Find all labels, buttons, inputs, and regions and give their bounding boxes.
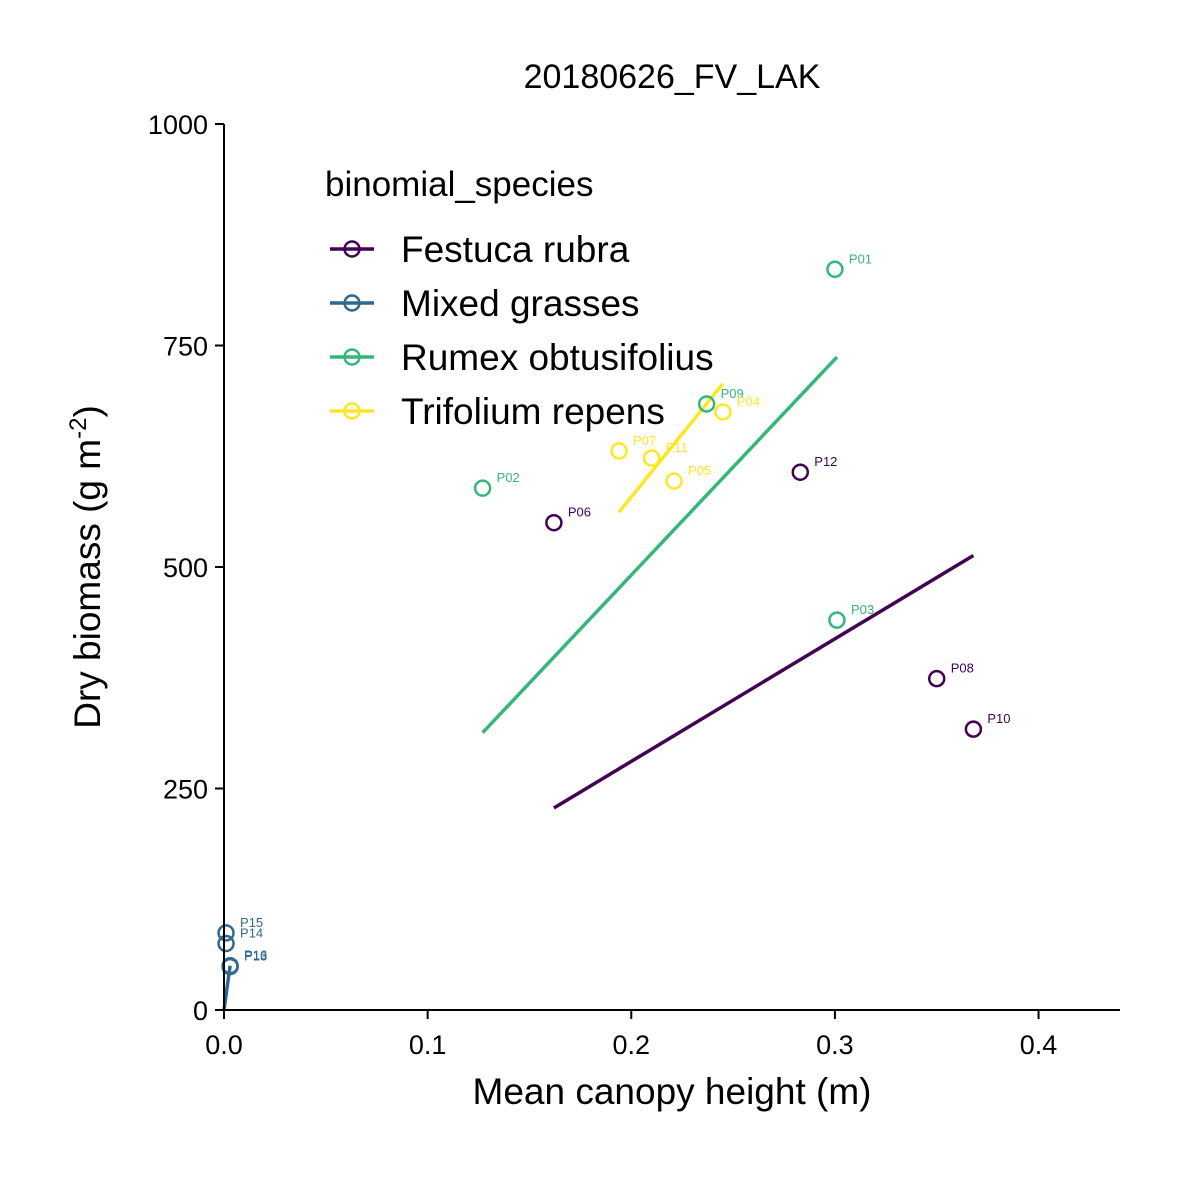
point-label-p10: P10 xyxy=(987,711,1010,726)
y-tick-label: 250 xyxy=(163,775,208,805)
point-label-p09: P09 xyxy=(721,386,744,401)
data-points xyxy=(217,260,983,976)
point-label-p12: P12 xyxy=(814,454,837,469)
point-p03 xyxy=(828,611,846,629)
y-tick-label: 0 xyxy=(193,996,208,1026)
legend-swatch-marker xyxy=(343,240,361,258)
point-label-p15: P15 xyxy=(240,915,263,930)
point-label-p03: P03 xyxy=(851,602,874,617)
point-p08 xyxy=(927,669,946,688)
fit-line-rumex-obtusifolius xyxy=(481,355,839,734)
x-axis-title: Mean canopy height (m) xyxy=(473,1071,872,1112)
legend-item-festuca-rubra: Festuca rubra xyxy=(330,229,630,270)
legend-label: Mixed grasses xyxy=(401,283,640,324)
fit-line-trifolium-repens xyxy=(617,382,725,514)
y-axis: 0 250 500 750 1000 xyxy=(148,110,225,1026)
point-p01 xyxy=(826,260,844,279)
legend-swatch-marker xyxy=(343,348,361,366)
x-tick-label: 0.0 xyxy=(205,1030,243,1060)
point-p12 xyxy=(791,463,810,481)
fit-line-festuca-rubra xyxy=(552,553,975,810)
y-tick-label: 500 xyxy=(163,553,208,583)
y-axis-title-close: ) xyxy=(67,405,108,417)
y-tick-label: 750 xyxy=(163,332,208,362)
point-p13 xyxy=(221,957,239,976)
y-axis-title: Dry biomass (g m-2) xyxy=(65,405,108,729)
point-label-p07: P07 xyxy=(633,433,656,448)
legend-swatch-marker xyxy=(343,294,361,312)
point-label-p14: P14 xyxy=(240,926,263,941)
fit-lines xyxy=(222,355,975,1011)
legend-swatch-marker xyxy=(343,402,361,420)
x-tick-label: 0.4 xyxy=(1020,1030,1058,1060)
legend-label: Festuca rubra xyxy=(401,229,630,270)
legend-title: binomial_species xyxy=(325,165,593,204)
x-axis: 0.0 0.1 0.2 0.3 0.4 xyxy=(205,1009,1120,1060)
point-label-p04: P04 xyxy=(737,394,760,409)
x-tick-label: 0.1 xyxy=(409,1030,447,1060)
point-p06 xyxy=(545,513,563,532)
chart-title: 20180626_FV_LAK xyxy=(524,58,821,96)
legend-item-trifolium-repens: Trifolium repens xyxy=(330,391,665,432)
point-label-p13: P13 xyxy=(244,949,267,964)
legend-item-rumex-obtusifolius: Rumex obtusifolius xyxy=(330,337,714,378)
point-label-p16: P16 xyxy=(244,948,267,963)
point-p02 xyxy=(473,479,492,497)
point-p11 xyxy=(642,449,661,467)
legend-label: Rumex obtusifolius xyxy=(401,337,714,378)
point-label-p11: P11 xyxy=(666,440,688,455)
y-axis-title-superscript: -2 xyxy=(65,418,92,439)
point-p05 xyxy=(665,472,683,490)
point-label-p08: P08 xyxy=(951,661,974,676)
point-p14 xyxy=(217,934,235,953)
point-p15 xyxy=(217,924,235,942)
legend-items: Festuca rubra Mixed grasses Rumex obtusifo… xyxy=(330,229,714,432)
point-label-p05: P05 xyxy=(688,463,711,478)
x-tick-label: 0.2 xyxy=(612,1030,650,1060)
point-p07 xyxy=(610,442,628,460)
point-label-p06: P06 xyxy=(568,505,591,520)
legend-label: Trifolium repens xyxy=(401,391,665,432)
point-p10 xyxy=(964,720,983,738)
point-label-p01: P01 xyxy=(849,251,872,266)
x-tick-label: 0.3 xyxy=(816,1030,854,1060)
legend: binomial_species Festuca rubra Mixed gras… xyxy=(325,165,714,432)
point-p04 xyxy=(714,403,732,421)
point-p09 xyxy=(697,395,716,413)
y-axis-title-main: Dry biomass (g m xyxy=(67,439,108,729)
legend-item-mixed-grasses: Mixed grasses xyxy=(330,283,640,324)
point-label-p02: P02 xyxy=(497,470,520,485)
y-tick-label: 1000 xyxy=(148,110,208,140)
